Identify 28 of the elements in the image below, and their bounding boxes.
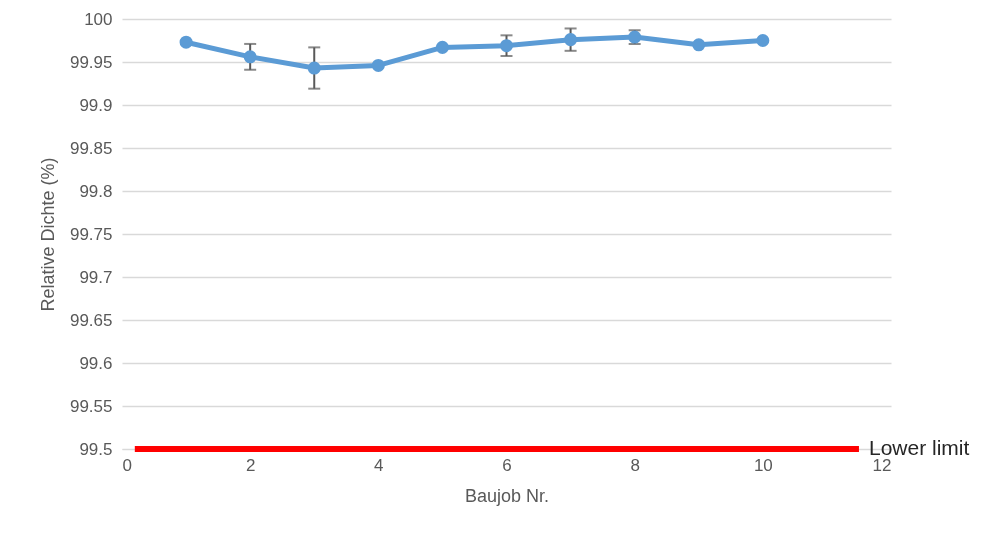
point — [692, 38, 706, 52]
y-tick-label: 99.8 — [79, 181, 113, 201]
y-tick-label: 99.65 — [69, 310, 113, 330]
point — [307, 61, 321, 75]
x-tick-label: 4 — [374, 455, 384, 475]
y-tick-label: 99.9 — [79, 95, 113, 115]
point — [499, 39, 514, 53]
y-tick-label: 99.5 — [79, 439, 113, 459]
x-axis-title: Baujob Nr. — [464, 485, 550, 506]
y-tick-label: 99.7 — [79, 267, 113, 287]
point — [243, 50, 257, 64]
y-tick-label: 100 — [84, 9, 113, 29]
y-axis-title: Relative Dichte (%) — [37, 157, 58, 312]
point — [179, 35, 193, 49]
x-tick-label: 2 — [245, 455, 256, 475]
x-tick-label: 6 — [502, 455, 512, 475]
y-tick-label: 99.85 — [69, 138, 113, 158]
y-tick-label: 99.55 — [69, 396, 113, 416]
y-tick-label: 99.75 — [69, 224, 113, 244]
point — [371, 58, 385, 72]
x-tick-label: 8 — [630, 455, 640, 475]
point — [564, 33, 578, 47]
y-tick-label: 99.6 — [79, 353, 113, 373]
point — [435, 40, 449, 54]
y-tick-label: 99.95 — [69, 52, 113, 72]
point — [756, 33, 770, 48]
x-tick-label: 10 — [753, 455, 773, 475]
x-tick-label: 0 — [122, 455, 132, 475]
